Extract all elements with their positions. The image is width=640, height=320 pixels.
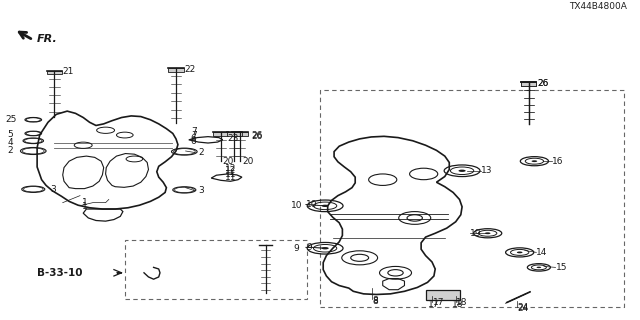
Text: 6: 6 — [191, 137, 196, 146]
Bar — [125, 240, 307, 299]
Text: 23: 23 — [227, 134, 239, 143]
Text: 12: 12 — [225, 166, 237, 175]
Ellipse shape — [321, 205, 329, 207]
Text: FR.: FR. — [37, 34, 58, 44]
Bar — [521, 83, 536, 86]
Text: 14: 14 — [536, 248, 548, 257]
Text: 18: 18 — [456, 298, 467, 307]
Text: 7: 7 — [191, 131, 196, 140]
Text: 17: 17 — [433, 298, 444, 307]
Ellipse shape — [321, 247, 329, 249]
Bar — [168, 68, 184, 72]
Bar — [213, 132, 228, 136]
Text: 13: 13 — [481, 166, 493, 175]
Text: TX44B4800A: TX44B4800A — [570, 2, 627, 11]
Text: 20: 20 — [242, 157, 253, 166]
Text: 8: 8 — [372, 297, 378, 306]
Text: 1: 1 — [82, 198, 88, 207]
Text: 3: 3 — [198, 186, 204, 195]
Text: 9: 9 — [293, 244, 299, 253]
Text: 3: 3 — [50, 185, 56, 194]
Text: 9: 9 — [306, 243, 312, 252]
Bar — [47, 71, 62, 75]
Text: B-33-10: B-33-10 — [37, 268, 83, 278]
Polygon shape — [426, 290, 460, 300]
Text: 11: 11 — [225, 171, 237, 180]
Text: 15: 15 — [556, 263, 567, 272]
Text: 20: 20 — [223, 157, 234, 166]
Text: 26: 26 — [251, 132, 262, 141]
Text: 11: 11 — [225, 172, 237, 182]
Text: 24: 24 — [517, 303, 529, 312]
Text: 26: 26 — [538, 79, 549, 88]
Bar — [232, 132, 248, 136]
Text: 18: 18 — [452, 300, 463, 308]
Text: 25: 25 — [5, 115, 17, 124]
Ellipse shape — [458, 170, 466, 172]
Text: 16: 16 — [552, 157, 563, 166]
Text: 4: 4 — [8, 138, 13, 147]
Text: 19: 19 — [470, 229, 482, 238]
Text: 24: 24 — [517, 304, 529, 313]
Text: 5: 5 — [8, 130, 13, 139]
Text: 21: 21 — [63, 68, 74, 76]
Text: 2: 2 — [198, 148, 204, 157]
Text: 12: 12 — [225, 164, 237, 173]
Text: 2: 2 — [8, 147, 13, 156]
Text: 1: 1 — [82, 202, 88, 211]
Text: 7: 7 — [191, 127, 196, 136]
Text: 26: 26 — [251, 131, 262, 140]
Bar — [521, 83, 536, 86]
Bar — [320, 91, 624, 307]
Text: 10: 10 — [306, 200, 317, 209]
Bar — [227, 132, 242, 136]
Text: 17: 17 — [428, 300, 439, 308]
Ellipse shape — [517, 252, 522, 253]
Text: 10: 10 — [291, 201, 303, 210]
Text: 22: 22 — [184, 65, 196, 74]
Text: 8: 8 — [372, 296, 378, 305]
Ellipse shape — [536, 267, 541, 268]
Ellipse shape — [485, 232, 490, 234]
Text: 6: 6 — [191, 134, 196, 143]
Ellipse shape — [532, 160, 537, 162]
Text: 26: 26 — [538, 79, 549, 88]
